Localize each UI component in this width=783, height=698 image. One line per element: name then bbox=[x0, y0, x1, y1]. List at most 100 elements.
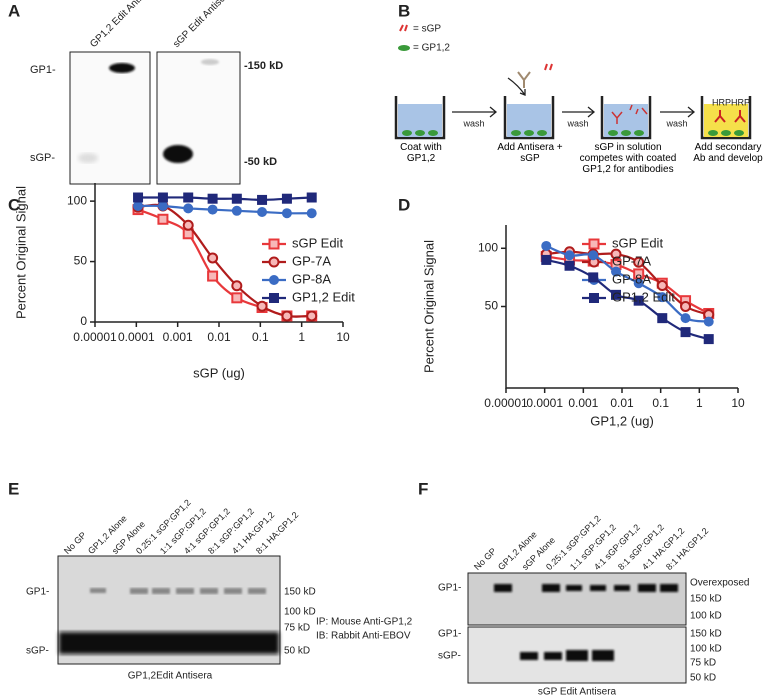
point bbox=[703, 334, 714, 345]
point bbox=[656, 280, 668, 292]
x-tick-label: 0.00001 bbox=[484, 396, 528, 410]
x-tick-label: 10 bbox=[731, 396, 745, 410]
y-tick-label: 50 bbox=[485, 299, 499, 313]
size-label: -150 kD bbox=[244, 60, 283, 72]
panel-label: E bbox=[8, 479, 19, 498]
band-label: GP1- bbox=[26, 587, 49, 598]
size-label: 50 kD bbox=[284, 646, 310, 657]
blot bbox=[467, 572, 687, 626]
legend-marker bbox=[588, 238, 600, 250]
sgp-icon bbox=[544, 63, 553, 71]
point bbox=[306, 208, 317, 219]
size-label: 100 kD bbox=[690, 644, 722, 655]
point bbox=[306, 192, 317, 203]
size-label: 100 kD bbox=[284, 607, 316, 618]
point bbox=[231, 193, 242, 204]
band-label: sGP- bbox=[30, 152, 55, 164]
legend-marker bbox=[268, 238, 280, 250]
legend-label: GP-7A bbox=[292, 253, 331, 268]
arrow-label: wash bbox=[665, 118, 687, 128]
point bbox=[281, 310, 293, 322]
panel-e: GP1- sGP- 150 kD 100 kD 75 kD 50 kD IP: … bbox=[26, 555, 413, 682]
point bbox=[633, 256, 645, 268]
lane-label: No GP bbox=[62, 530, 88, 556]
point bbox=[680, 301, 692, 312]
caption: sGP Edit Antisera bbox=[538, 687, 617, 698]
sgp-icon bbox=[399, 24, 408, 32]
note: Overexposed bbox=[690, 578, 749, 589]
legend-label: GP-8A bbox=[292, 271, 331, 286]
panel-b: = sGP = GP1,2 HRP HRP was bbox=[394, 24, 763, 175]
point bbox=[257, 194, 268, 205]
x-tick-label: 0.0001 bbox=[526, 396, 563, 410]
band-label: GP1- bbox=[30, 64, 56, 76]
panel-label: A bbox=[8, 1, 20, 20]
x-tick-label: 0.00001 bbox=[73, 330, 117, 344]
point bbox=[256, 300, 268, 312]
point bbox=[588, 272, 599, 283]
point bbox=[541, 254, 552, 265]
point bbox=[564, 250, 575, 261]
x-tick-label: 0.01 bbox=[610, 396, 634, 410]
lane-label: No GP bbox=[472, 546, 498, 572]
point bbox=[207, 193, 218, 204]
point bbox=[633, 295, 644, 306]
point bbox=[257, 207, 268, 218]
blot bbox=[69, 51, 151, 185]
legend-text: = sGP bbox=[413, 24, 441, 35]
x-tick-label: 1 bbox=[696, 396, 703, 410]
band-label: sGP- bbox=[26, 646, 49, 657]
x-tick-label: 0.1 bbox=[652, 396, 669, 410]
band bbox=[59, 632, 279, 654]
point bbox=[680, 313, 691, 324]
point bbox=[611, 266, 622, 277]
arrow-label: wash bbox=[462, 118, 484, 128]
point bbox=[541, 240, 552, 251]
legend-text: = GP1,2 bbox=[413, 43, 450, 54]
point bbox=[703, 316, 714, 327]
legend-label: sGP Edit bbox=[292, 235, 343, 250]
antibody-icon bbox=[517, 71, 531, 88]
legend-label: GP-7A bbox=[612, 253, 651, 268]
legend-marker bbox=[268, 256, 280, 268]
step-text: Add Antisera + sGP bbox=[497, 142, 563, 164]
y-axis-label: Percent Original Signal bbox=[421, 240, 436, 373]
y-axis-label: Percent Original Signal bbox=[13, 186, 28, 319]
note: IB: Rabbit Anti-EBOV bbox=[316, 631, 411, 642]
panel-label: F bbox=[418, 479, 428, 498]
point bbox=[157, 192, 168, 203]
point bbox=[657, 292, 668, 303]
point bbox=[680, 327, 691, 338]
band-label: GP1- bbox=[438, 629, 461, 640]
point bbox=[281, 208, 292, 219]
panel-a: GP1,2 Edit Antisera sGP Edit Antisera GP… bbox=[30, 0, 283, 185]
legend-label: GP1,2 Edit bbox=[612, 289, 675, 304]
lane-label: sGP Edit Antisera bbox=[171, 0, 234, 50]
blot bbox=[156, 51, 241, 185]
size-label: 75 kD bbox=[690, 658, 716, 669]
panel-f: GP1- GP1- sGP- Overexposed 150 kD 100 kD… bbox=[438, 572, 749, 698]
size-label: 150 kD bbox=[690, 594, 722, 605]
band-label: sGP- bbox=[438, 651, 461, 662]
point bbox=[231, 292, 243, 304]
band bbox=[163, 145, 193, 163]
size-label: -50 kD bbox=[244, 156, 277, 168]
band bbox=[201, 59, 219, 65]
caption: GP1,2Edit Antisera bbox=[128, 671, 213, 682]
x-tick-label: 0.001 bbox=[163, 330, 193, 344]
hrp-label: HRP bbox=[712, 97, 731, 107]
well bbox=[394, 96, 446, 140]
step-text: Coat with GP1,2 bbox=[400, 142, 442, 164]
size-label: 75 kD bbox=[284, 623, 310, 634]
y-tick-label: 100 bbox=[478, 240, 498, 254]
point bbox=[610, 248, 622, 260]
x-tick-label: 1 bbox=[298, 330, 305, 344]
band bbox=[109, 63, 135, 73]
y-tick-label: 0 bbox=[80, 314, 87, 328]
x-tick-label: 0.01 bbox=[207, 330, 231, 344]
x-tick-label: 0.001 bbox=[568, 396, 598, 410]
well bbox=[600, 96, 652, 140]
size-label: 150 kD bbox=[284, 587, 316, 598]
legend-label: GP-8A bbox=[612, 271, 651, 286]
point bbox=[182, 219, 194, 231]
